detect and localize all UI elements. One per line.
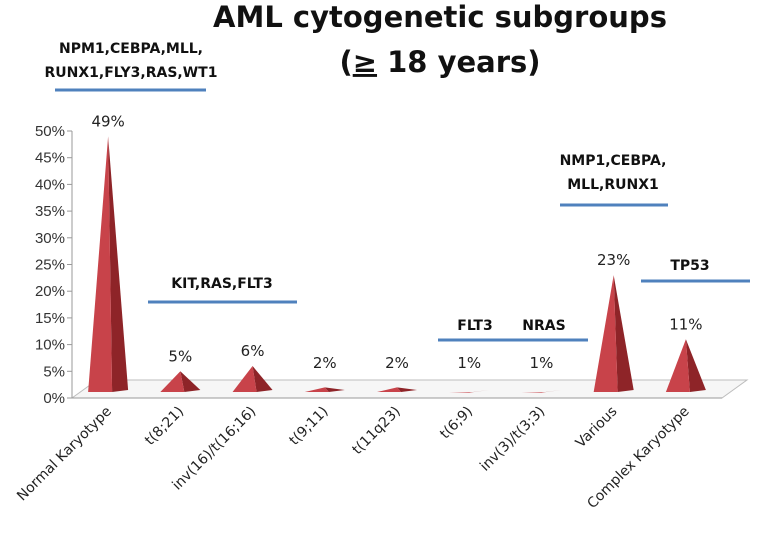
bar-shadow-face <box>397 387 417 392</box>
bar <box>593 275 634 392</box>
bar-shadow-face <box>613 275 634 392</box>
data-label: 2% <box>313 354 337 372</box>
bars-group <box>88 136 706 393</box>
title-open-paren: ( <box>339 45 352 79</box>
data-label: 1% <box>457 354 481 372</box>
category-label: t(8;21) <box>142 404 187 449</box>
bar-front-face <box>521 392 546 393</box>
annotation-various-line1: NMP1,CEBPA, <box>560 153 667 169</box>
category-labels-group: Normal Karyotype t(8;21)inv(16)/t(16;16) t… <box>14 404 693 512</box>
bar-front-face <box>593 275 618 392</box>
data-label: 23% <box>597 251 630 269</box>
bar-shadow-face <box>252 365 273 392</box>
y-tick-label: 30% <box>35 230 65 247</box>
bar-shadow-face <box>541 390 562 393</box>
category-label: Various <box>573 404 621 452</box>
annotation-normal-line1: NPM1,CEBPA,MLL, <box>59 41 203 57</box>
annotation-inv3-nras: NRAS <box>522 318 565 334</box>
chart-title-line1: AML cytogenetic subgroups <box>213 0 667 34</box>
data-label: 11% <box>669 315 702 333</box>
y-axis-ticks: 0% 5% 10% 15% 20% 25% 30% 35% 40% 45% 50% <box>35 123 72 407</box>
data-labels-group: 49% 5% 6% 2% 2% 1% 1% 23% 11% <box>91 112 702 372</box>
chart-title-line2: (≥ 18 years) <box>339 45 540 79</box>
bar <box>449 390 490 393</box>
bar-front-face <box>449 392 474 393</box>
bar <box>377 387 417 392</box>
data-label: 49% <box>91 112 124 130</box>
y-tick-label: 50% <box>35 123 65 140</box>
bar-shadow-face <box>324 387 345 392</box>
annotation-t821-inv16: KIT,RAS,FLT3 <box>171 276 272 292</box>
y-tick-label: 15% <box>35 310 65 327</box>
data-label: 1% <box>530 354 554 372</box>
bar <box>665 339 706 392</box>
bar-front-face <box>88 136 113 392</box>
annotation-t69-flt3: FLT3 <box>457 318 492 334</box>
bar <box>521 390 562 393</box>
bar <box>304 387 345 392</box>
annotation-normal-line2: RUNX1,FLY3,RAS,WT1 <box>45 65 218 81</box>
category-label: t(6;9) <box>437 404 476 443</box>
data-label: 6% <box>241 342 265 360</box>
y-tick-label: 40% <box>35 176 65 193</box>
data-label: 2% <box>385 354 409 372</box>
bar-shadow-face <box>685 339 706 392</box>
category-label: Normal Karyotype <box>14 404 115 505</box>
category-label: t(11q23) <box>349 404 403 458</box>
category-label: t(9;11) <box>286 404 331 449</box>
bar-shadow-face <box>469 390 490 393</box>
y-tick-label: 0% <box>43 390 65 407</box>
category-label: inv(3)/t(3;3) <box>477 404 548 475</box>
bar-front-face <box>304 387 329 392</box>
bar-front-face <box>377 387 401 392</box>
annotation-complex: TP53 <box>670 258 709 274</box>
bar <box>160 371 201 392</box>
y-tick-label: 25% <box>35 257 65 274</box>
y-tick-label: 10% <box>35 337 65 354</box>
bar <box>232 365 273 392</box>
y-tick-label: 20% <box>35 283 65 300</box>
bar-front-face <box>232 365 257 392</box>
bar-front-face <box>665 339 690 392</box>
bar-front-face <box>160 371 185 392</box>
data-label: 5% <box>168 347 192 365</box>
y-tick-label: 5% <box>43 363 65 380</box>
bar-shadow-face <box>108 136 129 392</box>
y-tick-label: 35% <box>35 203 65 220</box>
title-ge-symbol: ≥ <box>353 45 377 79</box>
title-age-text: 18 years) <box>377 45 541 79</box>
annotation-various-line2: MLL,RUNX1 <box>567 177 659 193</box>
bar-shadow-face <box>180 371 201 392</box>
bar <box>88 136 129 392</box>
y-tick-label: 45% <box>35 150 65 167</box>
